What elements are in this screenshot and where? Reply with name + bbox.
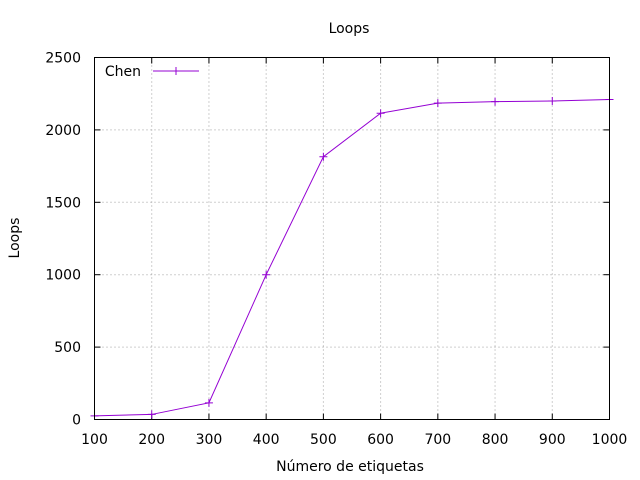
- plot-frame: [94, 57, 610, 420]
- data-point: [262, 270, 271, 279]
- x-tick-label: 800: [482, 432, 509, 448]
- legend-plus-marker: [172, 67, 180, 75]
- x-tick-label: 400: [253, 432, 280, 448]
- x-tick-label: 500: [310, 432, 337, 448]
- y-tick-label: 2500: [45, 51, 81, 67]
- data-point: [147, 410, 156, 419]
- series-layer: [90, 95, 614, 420]
- axis-ticks: 100 200 300 400 500 600 700 800 900 1000 0 500 1000 1…: [45, 51, 627, 449]
- x-tick-label: 200: [138, 432, 165, 448]
- x-tick-label: 600: [367, 432, 394, 448]
- x-tick-label: 900: [539, 432, 566, 448]
- y-tick-label: 1500: [45, 195, 81, 211]
- y-tick-label: 2000: [45, 123, 81, 139]
- series-line-chen: [94, 98, 610, 417]
- y-tick-label: 500: [54, 340, 81, 356]
- data-point: [433, 99, 442, 108]
- data-point: [548, 96, 557, 105]
- x-tick-label: 700: [424, 432, 451, 448]
- legend: Chen: [105, 64, 199, 80]
- legend-marker: [172, 67, 180, 75]
- y-tick-label: 1000: [45, 268, 81, 284]
- y-tick-label: 0: [72, 413, 81, 429]
- chart-title: Loops: [329, 21, 370, 37]
- x-tick-label: 300: [196, 432, 223, 448]
- grid: [94, 57, 610, 420]
- data-point: [319, 152, 328, 161]
- y-axis-title: Loops: [7, 218, 23, 259]
- data-point: [376, 109, 385, 118]
- x-tick-label: 1000: [592, 432, 628, 448]
- x-tick-label: 100: [81, 432, 108, 448]
- legend-label: Chen: [105, 64, 141, 80]
- data-point: [491, 97, 500, 106]
- data-point: [204, 398, 213, 407]
- x-axis-title: Número de etiquetas: [276, 459, 424, 475]
